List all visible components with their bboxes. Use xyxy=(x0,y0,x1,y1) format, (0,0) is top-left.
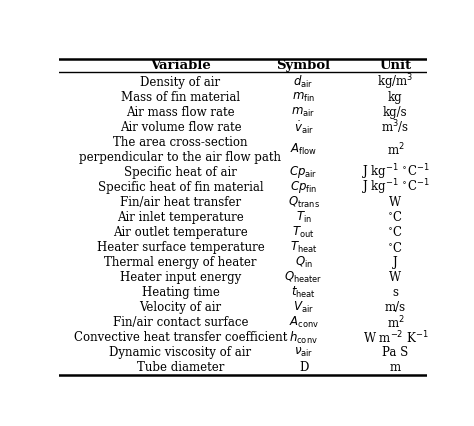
Text: $^{\circ}$C: $^{\circ}$C xyxy=(387,241,403,254)
Text: m: m xyxy=(390,361,401,374)
Text: $T_{\mathrm{out}}$: $T_{\mathrm{out}}$ xyxy=(292,225,315,240)
Text: m$^3$/s: m$^3$/s xyxy=(381,118,410,136)
Text: W m$^{-2}$ K$^{-1}$: W m$^{-2}$ K$^{-1}$ xyxy=(363,329,428,346)
Text: The area cross-section
perpendicular to the air flow path: The area cross-section perpendicular to … xyxy=(80,136,282,164)
Text: $^{\circ}$C: $^{\circ}$C xyxy=(387,210,403,225)
Text: Variable: Variable xyxy=(150,59,211,72)
Text: $m_{\mathrm{fin}}$: $m_{\mathrm{fin}}$ xyxy=(292,91,315,104)
Text: J kg$^{-1}$ $^{\circ}$C$^{-1}$: J kg$^{-1}$ $^{\circ}$C$^{-1}$ xyxy=(361,163,429,182)
Text: m/s: m/s xyxy=(385,301,406,314)
Text: Thermal energy of heater: Thermal energy of heater xyxy=(104,256,257,269)
Text: Symbol: Symbol xyxy=(276,59,330,72)
Text: $Q_{\mathrm{heater}}$: $Q_{\mathrm{heater}}$ xyxy=(284,270,323,285)
Text: $\dot{v}_{\mathrm{air}}$: $\dot{v}_{\mathrm{air}}$ xyxy=(293,119,313,135)
Text: $d_{\mathrm{air}}$: $d_{\mathrm{air}}$ xyxy=(293,74,314,90)
Text: Air outlet temperature: Air outlet temperature xyxy=(113,226,248,239)
Text: J kg$^{-1}$ $^{\circ}$C$^{-1}$: J kg$^{-1}$ $^{\circ}$C$^{-1}$ xyxy=(361,178,429,197)
Text: D: D xyxy=(299,361,308,374)
Text: Heater surface temperature: Heater surface temperature xyxy=(97,241,264,254)
Text: $Cp_{\mathrm{fin}}$: $Cp_{\mathrm{fin}}$ xyxy=(290,179,317,196)
Text: Air mass flow rate: Air mass flow rate xyxy=(126,106,235,119)
Text: $T_{\mathrm{in}}$: $T_{\mathrm{in}}$ xyxy=(296,210,311,225)
Text: Velocity of air: Velocity of air xyxy=(139,301,221,314)
Text: Convective heat transfer coefficient: Convective heat transfer coefficient xyxy=(74,331,287,344)
Text: Density of air: Density of air xyxy=(140,76,220,89)
Text: kg: kg xyxy=(388,91,403,104)
Text: $^{\circ}$C: $^{\circ}$C xyxy=(387,225,403,239)
Text: $h_{\mathrm{conv}}$: $h_{\mathrm{conv}}$ xyxy=(289,330,318,345)
Text: Fin/air contact surface: Fin/air contact surface xyxy=(113,316,248,329)
Text: Specific heat of air: Specific heat of air xyxy=(124,166,237,179)
Text: Unit: Unit xyxy=(379,59,411,72)
Text: $A_{\mathrm{conv}}$: $A_{\mathrm{conv}}$ xyxy=(289,315,319,330)
Text: $\nu_{\mathrm{air}}$: $\nu_{\mathrm{air}}$ xyxy=(294,346,313,359)
Text: Tube diameter: Tube diameter xyxy=(137,361,224,374)
Text: m$^2$: m$^2$ xyxy=(386,141,404,158)
Text: $t_{\mathrm{heat}}$: $t_{\mathrm{heat}}$ xyxy=(291,285,316,300)
Text: $V_{\mathrm{air}}$: $V_{\mathrm{air}}$ xyxy=(293,300,314,315)
Text: Specific heat of fin material: Specific heat of fin material xyxy=(98,181,263,194)
Text: Air inlet temperature: Air inlet temperature xyxy=(117,211,244,224)
Text: Pa S: Pa S xyxy=(382,346,409,359)
Text: s: s xyxy=(392,286,398,299)
Text: Mass of fin material: Mass of fin material xyxy=(121,91,240,104)
Text: $Q_{\mathrm{trans}}$: $Q_{\mathrm{trans}}$ xyxy=(288,195,319,210)
Text: Dynamic viscosity of air: Dynamic viscosity of air xyxy=(109,346,252,359)
Text: Fin/air heat transfer: Fin/air heat transfer xyxy=(120,196,241,209)
Text: $Cp_{\mathrm{air}}$: $Cp_{\mathrm{air}}$ xyxy=(289,164,318,180)
Text: W: W xyxy=(389,271,401,284)
Text: $m_{\mathrm{air}}$: $m_{\mathrm{air}}$ xyxy=(292,106,316,119)
Text: $Q_{\mathrm{in}}$: $Q_{\mathrm{in}}$ xyxy=(294,255,312,270)
Text: m$^2$: m$^2$ xyxy=(386,314,404,331)
Text: Air volume flow rate: Air volume flow rate xyxy=(119,121,241,134)
Text: Heating time: Heating time xyxy=(142,286,219,299)
Text: $A_{\mathrm{flow}}$: $A_{\mathrm{flow}}$ xyxy=(290,142,317,157)
Text: J: J xyxy=(393,256,398,269)
Text: kg/m$^3$: kg/m$^3$ xyxy=(377,72,414,92)
Text: $T_{\mathrm{heat}}$: $T_{\mathrm{heat}}$ xyxy=(290,240,317,255)
Text: W: W xyxy=(389,196,401,209)
Text: Heater input energy: Heater input energy xyxy=(120,271,241,284)
Text: kg/s: kg/s xyxy=(383,106,408,119)
